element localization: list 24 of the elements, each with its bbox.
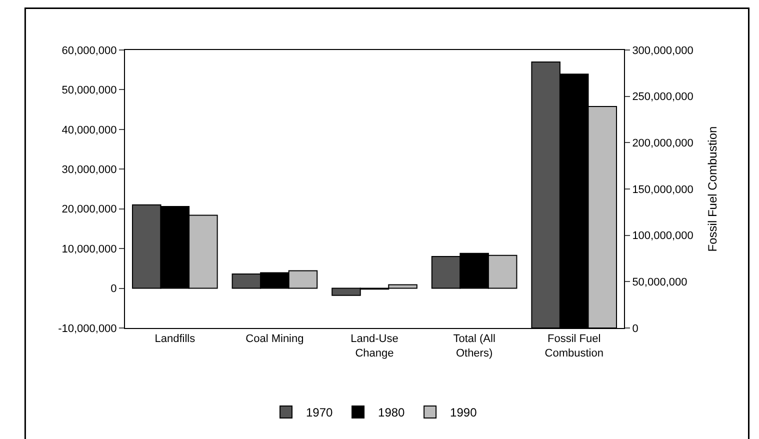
legend-label: 1970 xyxy=(306,406,334,420)
legend-label: 1990 xyxy=(450,406,478,420)
y2-tick-label: 200,000,000 xyxy=(632,138,694,150)
y2-tick-label: 300,000,000 xyxy=(632,44,694,57)
y-tick-label: 30,000,000 xyxy=(62,164,117,176)
y2-tick-label: 100,000,000 xyxy=(632,230,694,242)
y-tick-label: 60,000,000 xyxy=(62,44,117,57)
x-tick-label: Total (All Others) xyxy=(453,333,496,360)
x-tick-label: Coal Mining xyxy=(246,333,304,346)
x-tick-label: Fossil Fuel Combustion xyxy=(544,333,604,360)
y2-axis-title: Fossil Fuel Combustion xyxy=(705,126,720,252)
y2-tick-label: 150,000,000 xyxy=(632,184,694,196)
x-tick-label: Land-Use Change xyxy=(350,333,398,360)
y2-tick-label: 0 xyxy=(632,322,638,335)
y-tick-label: 50,000,000 xyxy=(62,84,117,97)
y-tick-label: -10,000,000 xyxy=(58,322,117,335)
y-tick-label: 10,000,000 xyxy=(62,243,117,256)
y-tick-label: 40,000,000 xyxy=(62,124,117,136)
legend-label: 1980 xyxy=(378,406,406,420)
y-tick-label: 20,000,000 xyxy=(62,204,117,216)
y2-tick-label: 50,000,000 xyxy=(632,276,688,289)
x-tick-label: Landfills xyxy=(154,333,196,346)
y-tick-label: 0 xyxy=(110,283,117,296)
y2-tick-label: 250,000,000 xyxy=(632,91,694,104)
